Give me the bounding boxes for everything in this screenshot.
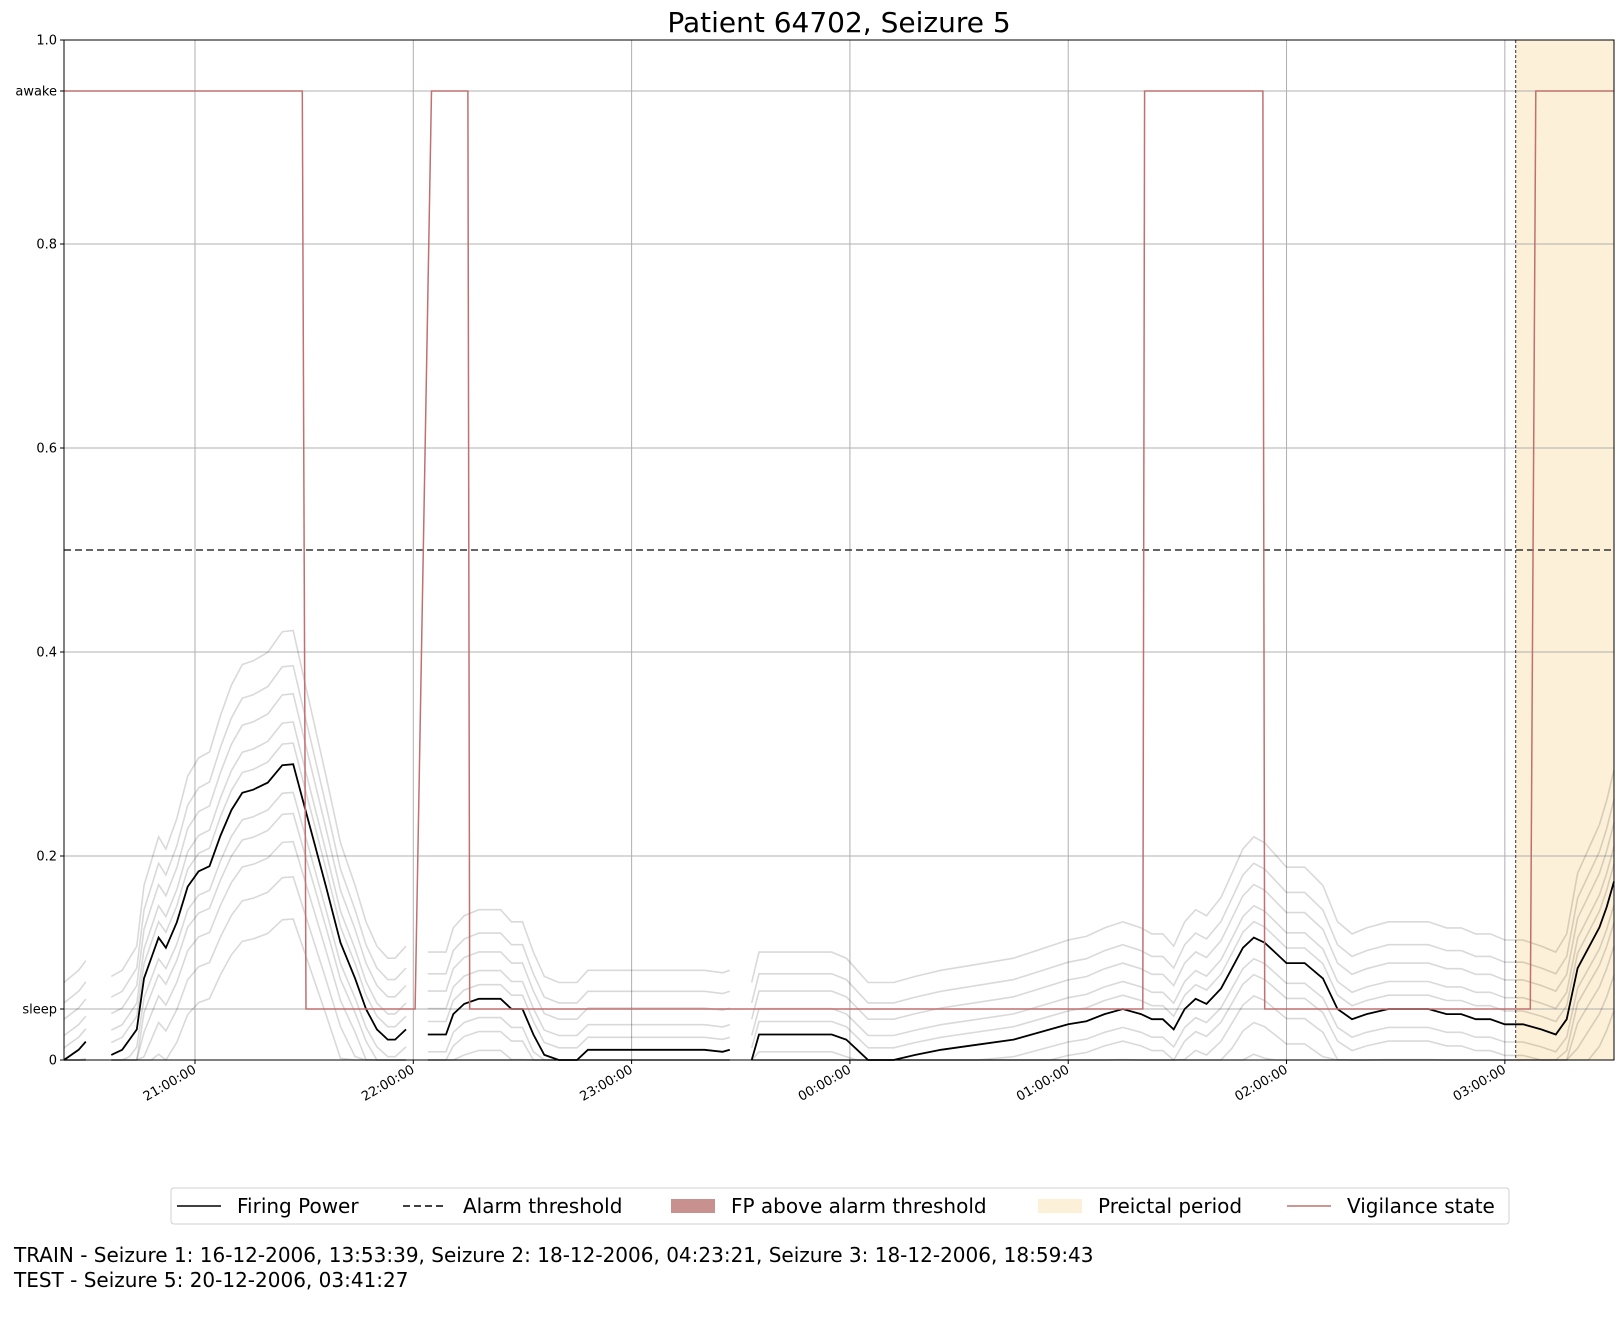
firing-power-ensemble-line — [63, 1028, 87, 1049]
footer-train-line: TRAIN - Seizure 1: 16-12-2006, 13:53:39,… — [14, 1243, 1094, 1267]
firing-power-ensemble-line — [750, 846, 1615, 1037]
y-tick-label: 0.4 — [36, 646, 57, 661]
firing-power-ensemble-line — [427, 951, 731, 1020]
firing-power-ensemble-line — [63, 1015, 87, 1037]
firing-power-ensemble-line — [110, 742, 407, 1044]
firing-power-ensemble-line — [110, 692, 407, 1015]
firing-power-ensemble-line — [110, 721, 407, 1031]
firing-power-ensemble-line — [750, 863, 1615, 1049]
firing-power-ensemble-line — [63, 998, 87, 1020]
x-tick-label: 22:00:00 — [359, 1062, 417, 1104]
y-tick-label: 0.6 — [36, 442, 57, 457]
alarm-threshold — [64, 40, 1614, 1060]
firing-power-traces — [63, 629, 1615, 1062]
y-tick-label: 0.8 — [36, 238, 57, 253]
y-tick-label: 0.2 — [36, 850, 57, 865]
firing-power-ensemble-line — [111, 840, 406, 1061]
legend-label: FP above alarm threshold — [731, 1194, 987, 1218]
axes: 0 sleep 0.2 0.4 0.6 0.8 awake 1.0 21:00:00 22:00:… — [15, 34, 1615, 1105]
legend-label: Vigilance state — [1347, 1194, 1495, 1218]
chart-title: Patient 64702, Seizure 5 — [667, 6, 1010, 39]
firing-power-ensemble-line — [750, 769, 1615, 984]
firing-power-ensemble-line — [110, 629, 407, 978]
y-tick-label: sleep — [22, 1003, 57, 1018]
firing-power-line — [427, 997, 731, 1061]
legend-entry: Firing Power — [177, 1194, 359, 1218]
vigilance-state — [64, 90, 1614, 1010]
legend-box — [170, 1187, 1510, 1225]
firing-power-ensemble-line — [111, 791, 407, 1061]
x-tick-label: 01:00:00 — [1014, 1062, 1072, 1104]
firing-power-ensemble-line — [63, 960, 87, 984]
legend-patch-swatch — [671, 1199, 715, 1213]
legend-entry: Preictal period — [1038, 1194, 1242, 1218]
firing-power-ensemble-line — [111, 812, 406, 1061]
firing-power-ensemble-line — [110, 664, 407, 998]
legend-entry: Vigilance state — [1287, 1194, 1495, 1218]
firing-power-ensemble-line — [750, 799, 1615, 1004]
firing-power-line — [110, 763, 407, 1056]
vigilance-state-line — [64, 90, 1614, 1010]
legend-label: Alarm threshold — [463, 1194, 622, 1218]
legend: Firing Power Alarm threshold FP above alar… — [170, 1187, 1510, 1225]
x-tick-label: 02:00:00 — [1232, 1062, 1290, 1104]
legend-entry: FP above alarm threshold — [671, 1194, 987, 1218]
y-tick-label: 1.0 — [36, 34, 57, 49]
plot-frame — [63, 39, 1615, 1061]
firing-power-ensemble-line — [111, 875, 406, 1061]
firing-power-ensemble-line — [427, 908, 731, 984]
x-tick-label: 00:00:00 — [796, 1062, 854, 1104]
firing-power-line — [63, 1041, 87, 1061]
firing-power-ensemble-line — [750, 822, 1615, 1020]
legend-label: Firing Power — [237, 1194, 359, 1218]
firing-power-line — [750, 881, 1615, 1061]
firing-power-ensemble-line — [63, 981, 87, 1004]
x-tick-label: 23:00:00 — [578, 1062, 636, 1104]
y-tick-label: 0 — [49, 1054, 57, 1069]
x-tick-label: 03:00:00 — [1451, 1062, 1509, 1104]
x-tick-label: 21:00:00 — [141, 1062, 199, 1104]
legend-label: Preictal period — [1098, 1194, 1242, 1218]
firing-power-ensemble-line — [427, 932, 731, 1004]
firing-power-ensemble-line — [751, 922, 1615, 1062]
y-tick-label: awake — [15, 85, 57, 100]
firing-power-ensemble-line — [111, 918, 406, 1062]
footer-test-line: TEST - Seizure 5: 20-12-2006, 03:41:27 — [14, 1268, 409, 1292]
legend-entry: Alarm threshold — [403, 1194, 622, 1218]
legend-patch-swatch — [1038, 1199, 1082, 1213]
firing-power-ensemble-line — [427, 969, 731, 1037]
